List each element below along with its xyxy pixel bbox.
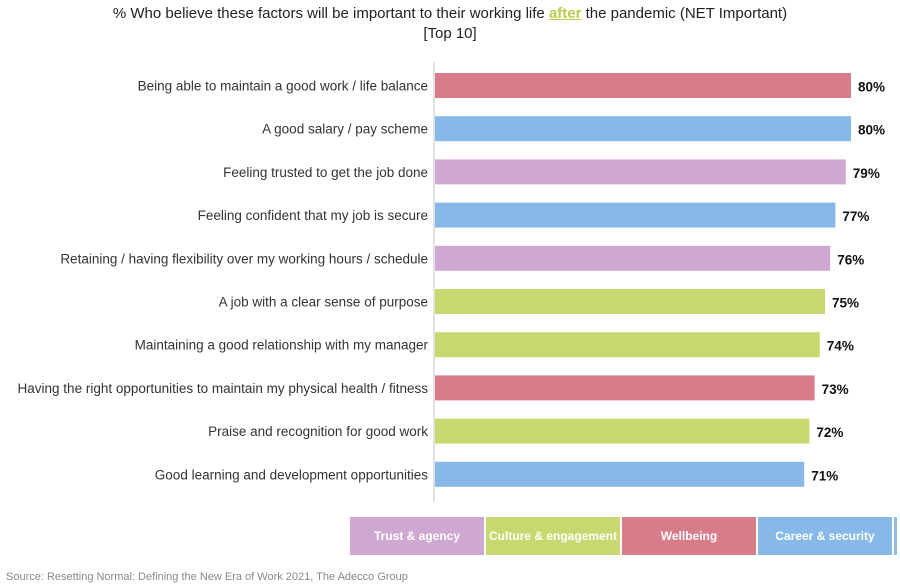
category-label: Maintaining a good relationship with my … [135, 338, 429, 353]
legend-edge [894, 517, 897, 555]
chart-subtitle: [Top 10] [423, 25, 477, 42]
legend-item-trust-agency: Trust & agency [350, 517, 484, 555]
bar [435, 116, 851, 142]
data-label: 76% [837, 252, 864, 267]
bar [435, 159, 846, 185]
bar [435, 461, 805, 487]
data-label: 72% [816, 425, 843, 440]
bar [435, 418, 810, 444]
category-label: A good salary / pay scheme [262, 122, 428, 137]
data-label: 73% [822, 382, 849, 397]
category-label: Feeling trusted to get the job done [223, 165, 428, 180]
bar [435, 289, 825, 314]
legend-item-culture-engagement: Culture & engagement [486, 517, 620, 555]
chart-title-text-end: the pandemic (NET Important) [581, 5, 788, 22]
bar [435, 245, 831, 271]
category-label: Feeling confident that my job is secure [198, 208, 428, 223]
category-label: Having the right opportunities to mainta… [18, 381, 429, 396]
bar [435, 375, 815, 401]
legend-item-career-security: Career & security [758, 517, 892, 555]
data-label: 75% [832, 296, 859, 311]
category-label: A job with a clear sense of purpose [219, 295, 428, 310]
category-label: Being able to maintain a good work / lif… [138, 79, 428, 94]
data-label: 80% [858, 80, 885, 95]
bar [435, 202, 836, 228]
category-label: Good learning and development opportunit… [155, 467, 428, 482]
legend-item-wellbeing: Wellbeing [622, 517, 756, 555]
chart-title-highlight: after [548, 5, 582, 22]
category-label: Retaining / having flexibility over my w… [60, 251, 428, 266]
data-label: 79% [853, 166, 880, 181]
data-label: 80% [858, 123, 885, 138]
data-label: 74% [827, 339, 854, 354]
data-label: 71% [811, 468, 838, 483]
category-label: Praise and recognition for good work [208, 424, 428, 439]
legend: Trust & agency Culture & engagement Well… [350, 517, 897, 555]
chart-title: % Who believe these factors will be impo… [0, 4, 900, 24]
source-note: Source: Resetting Normal: Defining the N… [6, 571, 408, 583]
bar-chart: Being able to maintain a good work / lif… [18, 62, 885, 502]
chart-title-text: % Who believe these factors will be impo… [112, 5, 549, 22]
data-label: 77% [842, 209, 869, 224]
bar [435, 73, 851, 98]
bar [435, 332, 820, 358]
